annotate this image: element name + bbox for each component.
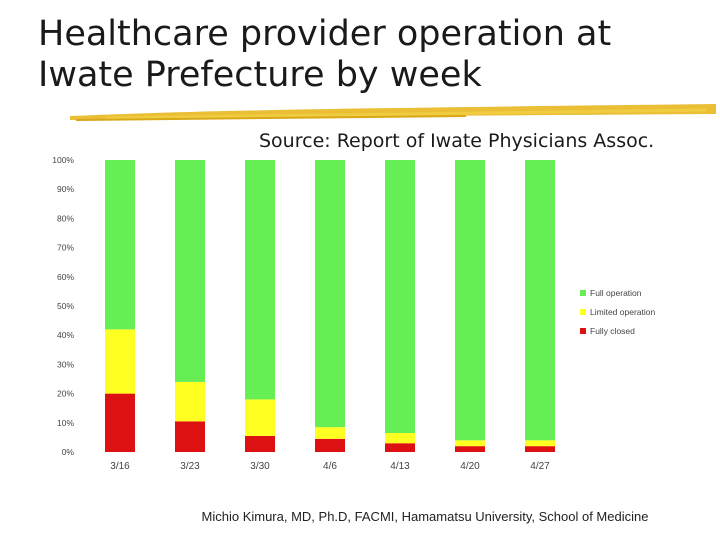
x-tick-label: 4/6: [323, 461, 337, 472]
slide-title: Healthcare provider operation at Iwate P…: [38, 14, 678, 96]
y-tick-label: 90%: [57, 184, 74, 194]
bar-segment-fully-closed: [385, 443, 415, 452]
footer-text: Michio Kimura, MD, Ph.D, FACMI, Hamamats…: [201, 509, 649, 524]
footer-credit: Michio Kimura, MD, Ph.D, FACMI, Hamamats…: [0, 509, 720, 524]
bar-segment-full-operation: [315, 160, 345, 428]
bar-segment-limited-operation: [525, 440, 555, 447]
x-tick-label: 3/16: [110, 461, 130, 472]
title-underline-decoration: [70, 104, 716, 121]
bar-segment-limited-operation: [245, 399, 275, 436]
y-tick-label: 80%: [57, 213, 74, 223]
bar-segment-full-operation: [105, 160, 135, 330]
bar-segment-full-operation: [175, 160, 205, 382]
bar-segment-fully-closed: [175, 421, 205, 452]
x-tick-label: 3/30: [250, 461, 270, 472]
y-tick-label: 30%: [57, 359, 74, 369]
y-tick-label: 40%: [57, 330, 74, 340]
bar-segment-full-operation: [245, 160, 275, 400]
bar-segment-fully-closed: [245, 435, 275, 452]
bar-segment-limited-operation: [315, 427, 345, 439]
y-tick-label: 100%: [52, 155, 74, 165]
x-tick-label: 3/23: [180, 461, 200, 472]
y-tick-label: 70%: [57, 243, 74, 253]
y-tick-label: 0%: [62, 447, 75, 457]
y-tick-label: 60%: [57, 272, 74, 282]
bar-segment-limited-operation: [455, 440, 485, 447]
y-tick-label: 20%: [57, 389, 74, 399]
bar-segment-limited-operation: [385, 433, 415, 444]
bar-segment-limited-operation: [105, 329, 135, 394]
y-tick-label: 50%: [57, 301, 74, 311]
x-tick-label: 4/13: [390, 461, 410, 472]
x-tick-label: 4/20: [460, 461, 480, 472]
bar-segment-full-operation: [385, 160, 415, 434]
legend-swatch: [580, 309, 586, 315]
legend-label: Fully closed: [590, 326, 635, 336]
bar-segment-fully-closed: [315, 438, 345, 452]
bar-segment-fully-closed: [455, 446, 485, 452]
bar-segment-fully-closed: [525, 446, 555, 452]
legend-label: Full operation: [590, 288, 642, 298]
legend-label: Limited operation: [590, 307, 655, 317]
y-tick-label: 10%: [57, 418, 74, 428]
slide-title-line-2: Iwate Prefecture by week: [38, 55, 482, 95]
legend-swatch: [580, 328, 586, 334]
legend-swatch: [580, 290, 586, 296]
bar-segment-full-operation: [525, 160, 555, 441]
bar-segment-limited-operation: [175, 381, 205, 422]
bar-segment-fully-closed: [105, 393, 135, 452]
slide-title-line-1: Healthcare provider operation at: [38, 14, 612, 54]
source-note: Source: Report of Iwate Physicians Assoc…: [259, 130, 655, 152]
bar-segment-full-operation: [455, 160, 485, 441]
x-tick-label: 4/27: [530, 461, 550, 472]
